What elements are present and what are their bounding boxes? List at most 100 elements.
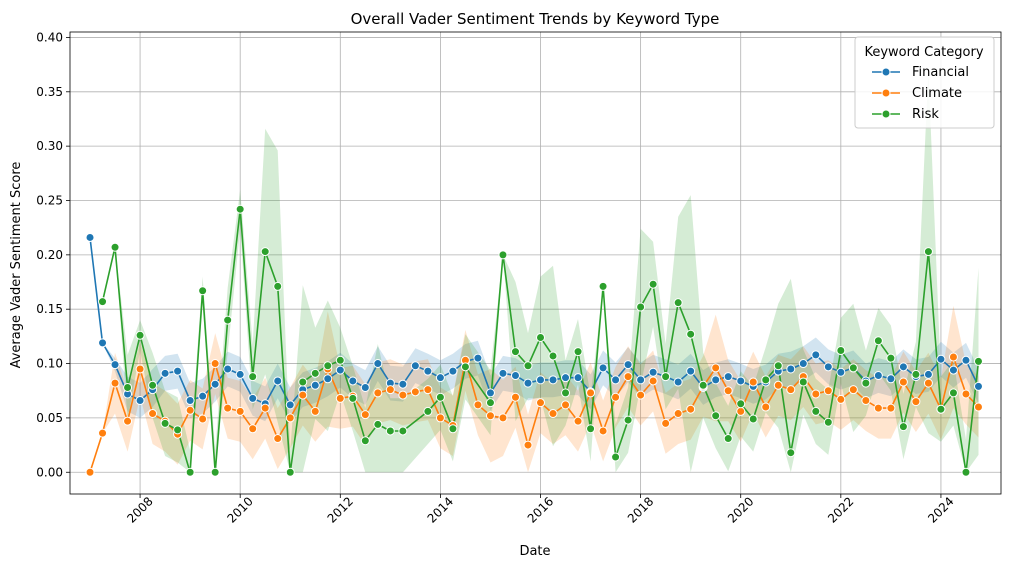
financial-data-point (798, 359, 808, 369)
climate-data-point (886, 403, 896, 413)
y-tick-label: 0.40 (36, 30, 63, 44)
climate-data-point (811, 389, 821, 399)
x-tick-label: 2012 (325, 494, 356, 525)
risk-data-point (285, 467, 295, 477)
risk-data-point (198, 286, 208, 296)
risk-data-point (748, 414, 758, 424)
climate-data-point (536, 398, 546, 408)
climate-data-point (761, 402, 771, 412)
climate-data-point (485, 411, 495, 421)
y-axis-label: Average Vader Sentiment Score (9, 162, 24, 369)
financial-data-point (348, 376, 358, 386)
risk-data-point (848, 363, 858, 373)
climate-data-point (135, 364, 145, 374)
climate-data-point (711, 363, 721, 373)
x-tick-label: 2018 (625, 494, 656, 525)
legend: Keyword Category Financial Climate Risk (854, 36, 995, 129)
confidence-bands (90, 70, 979, 473)
climate-data-point (548, 409, 558, 419)
risk-data-point (736, 399, 746, 409)
financial-data-point (923, 369, 933, 379)
financial-data-point (711, 375, 721, 385)
financial-data-point (273, 376, 283, 386)
financial-data-point (135, 396, 145, 406)
climate-data-point (848, 385, 858, 395)
financial-data-point (285, 400, 295, 410)
financial-data-point (335, 365, 345, 375)
climate-data-point (273, 434, 283, 444)
climate-data-point (786, 385, 796, 395)
financial-data-point (536, 375, 546, 385)
risk-data-point (210, 467, 220, 477)
financial-data-point (598, 363, 608, 373)
financial-data-point (485, 388, 495, 398)
financial-data-point (936, 354, 946, 364)
financial-data-point (235, 369, 245, 379)
climate-data-point (923, 378, 933, 388)
risk-data-point (498, 250, 508, 260)
risk-data-point (485, 398, 495, 408)
climate-data-point (198, 414, 208, 424)
financial-data-point (398, 379, 408, 389)
risk-data-point (773, 361, 783, 371)
risk-data-point (98, 297, 108, 307)
y-tick-label: 0.10 (36, 357, 63, 371)
financial-data-point (823, 362, 833, 372)
climate-data-point (561, 400, 571, 410)
risk-data-point (673, 298, 683, 308)
financial-data-point (110, 360, 120, 370)
risk-data-point (923, 247, 933, 257)
legend-label-financial: Financial (912, 65, 969, 80)
risk-data-point (223, 315, 233, 325)
climate-data-point (360, 410, 370, 420)
financial-data-point (948, 365, 958, 375)
financial-data-point (548, 375, 558, 385)
financial-data-point (648, 367, 658, 377)
financial-data-point (435, 373, 445, 383)
risk-data-point (886, 353, 896, 363)
x-tick-label: 2014 (425, 494, 456, 525)
climate-data-point (285, 413, 295, 423)
risk-data-point (348, 393, 358, 403)
financial-data-point (473, 353, 483, 363)
risk-data-point (611, 452, 621, 462)
climate-data-point (948, 352, 958, 362)
risk-data-point (135, 330, 145, 340)
legend-title: Keyword Category (864, 45, 983, 60)
risk-data-point (160, 418, 170, 428)
risk-data-point (310, 368, 320, 378)
risk-data-point (573, 347, 583, 357)
risk-data-point (448, 424, 458, 434)
risk-data-point (861, 378, 871, 388)
financial-data-point (173, 366, 183, 376)
risk-data-point (873, 336, 883, 346)
risk-data-point (185, 467, 195, 477)
risk-data-point (761, 375, 771, 385)
risk-data-point (123, 382, 133, 392)
risk-data-point (385, 426, 395, 436)
climate-data-point (248, 424, 258, 434)
financial-data-point (898, 362, 908, 372)
climate-data-point (85, 467, 95, 477)
y-axis-ticks: 0.00 0.05 0.10 0.15 0.20 0.25 0.30 0.35 0.40 (36, 30, 70, 479)
financial-data-point (210, 379, 220, 389)
climate-data-point (223, 403, 233, 413)
risk-data-point (698, 380, 708, 390)
climate-data-point (648, 376, 658, 386)
climate-data-point (773, 380, 783, 390)
risk-data-point (110, 242, 120, 252)
risk-data-point (661, 372, 671, 382)
legend-entry-financial: Financial (872, 65, 969, 80)
financial-data-point (223, 364, 233, 374)
climate-data-point (435, 413, 445, 423)
risk-data-point (623, 415, 633, 425)
climate-data-point (611, 392, 621, 402)
climate-data-point (723, 386, 733, 396)
climate-data-point (898, 377, 908, 387)
climate-data-point (836, 394, 846, 404)
climate-data-point (598, 426, 608, 436)
risk-data-point (798, 377, 808, 387)
financial-data-point (623, 360, 633, 370)
